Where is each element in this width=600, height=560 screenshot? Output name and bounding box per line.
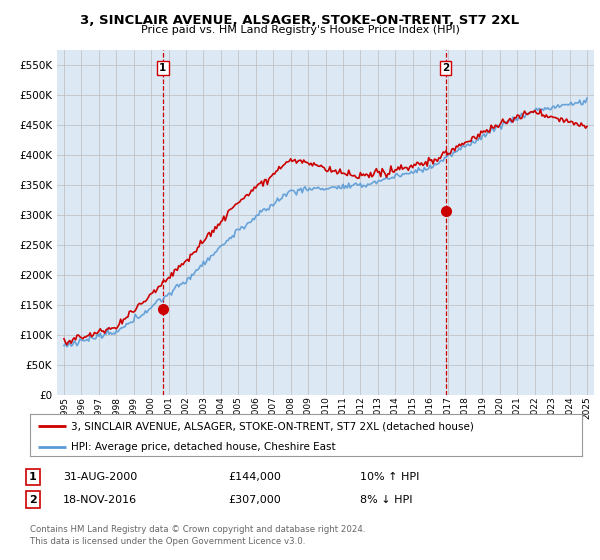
Text: 18-NOV-2016: 18-NOV-2016 bbox=[63, 494, 137, 505]
Text: 31-AUG-2000: 31-AUG-2000 bbox=[63, 472, 137, 482]
Text: HPI: Average price, detached house, Cheshire East: HPI: Average price, detached house, Ches… bbox=[71, 442, 336, 452]
Text: 2: 2 bbox=[29, 494, 37, 505]
Text: Price paid vs. HM Land Registry's House Price Index (HPI): Price paid vs. HM Land Registry's House … bbox=[140, 25, 460, 35]
Text: 8% ↓ HPI: 8% ↓ HPI bbox=[360, 494, 413, 505]
Text: 3, SINCLAIR AVENUE, ALSAGER, STOKE-ON-TRENT, ST7 2XL (detached house): 3, SINCLAIR AVENUE, ALSAGER, STOKE-ON-TR… bbox=[71, 421, 474, 431]
Text: 1: 1 bbox=[159, 63, 166, 73]
Text: 3, SINCLAIR AVENUE, ALSAGER, STOKE-ON-TRENT, ST7 2XL: 3, SINCLAIR AVENUE, ALSAGER, STOKE-ON-TR… bbox=[80, 14, 520, 27]
Text: £307,000: £307,000 bbox=[228, 494, 281, 505]
Text: £144,000: £144,000 bbox=[228, 472, 281, 482]
Text: 10% ↑ HPI: 10% ↑ HPI bbox=[360, 472, 419, 482]
Text: 2: 2 bbox=[442, 63, 449, 73]
Text: Contains HM Land Registry data © Crown copyright and database right 2024.
This d: Contains HM Land Registry data © Crown c… bbox=[30, 525, 365, 546]
Text: 1: 1 bbox=[29, 472, 37, 482]
